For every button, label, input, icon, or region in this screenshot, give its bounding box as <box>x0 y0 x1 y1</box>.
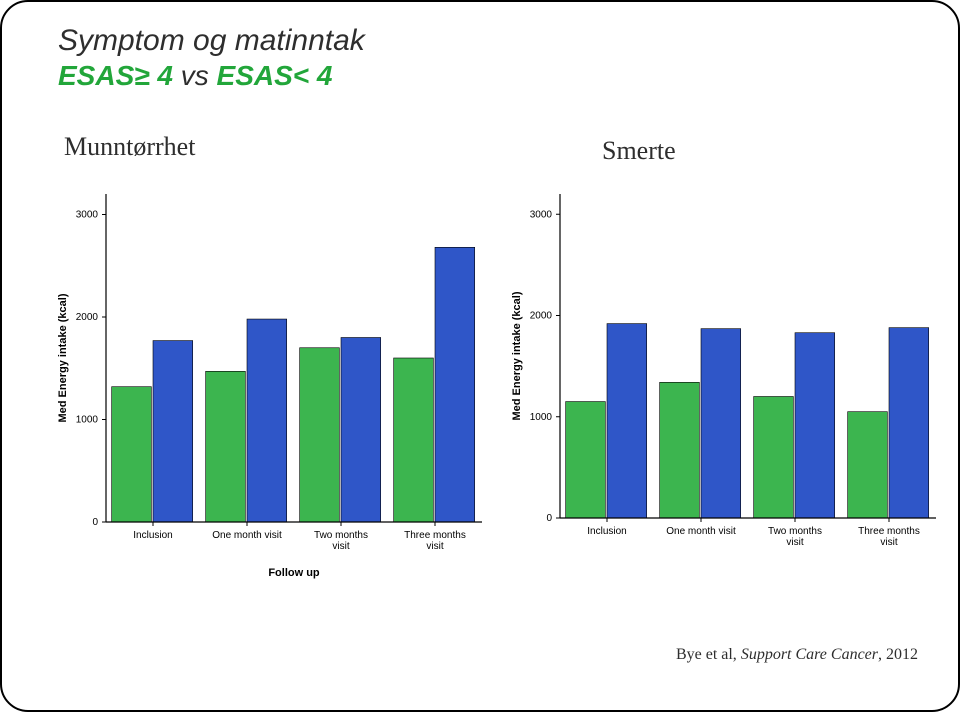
svg-text:One month visit: One month visit <box>212 530 282 541</box>
chart-right-title: Smerte <box>602 136 676 166</box>
svg-text:2000: 2000 <box>76 312 99 323</box>
svg-text:Two months: Two months <box>314 530 368 541</box>
svg-text:1000: 1000 <box>76 415 99 426</box>
svg-text:visit: visit <box>786 537 803 548</box>
chart-left: 0 1000 2000 3000 Med Energy intake (kcal) Inc… <box>50 184 490 584</box>
subtitle-vs: vs <box>181 60 209 91</box>
citation-journal: Support Care Cancer <box>741 646 878 663</box>
svg-text:2000: 2000 <box>530 311 553 322</box>
svg-text:Three months: Three months <box>858 526 920 537</box>
svg-text:visit: visit <box>880 537 897 548</box>
citation-suffix: , 2012 <box>878 646 918 663</box>
svg-text:Follow up: Follow up <box>268 567 320 579</box>
svg-text:visit: visit <box>426 541 443 552</box>
subtitle-esas-lt: ESAS< 4 <box>217 60 333 91</box>
svg-text:visit: visit <box>332 541 349 552</box>
svg-text:Two months: Two months <box>768 526 822 537</box>
svg-text:0: 0 <box>546 513 552 524</box>
svg-text:Three months: Three months <box>404 530 466 541</box>
slide-subtitle: ESAS≥ 4 vs ESAS< 4 <box>58 60 332 92</box>
chart-right: 0 1000 2000 3000 Med Energy intake (kcal) Inc… <box>504 184 944 580</box>
subtitle-esas-gte: ESAS≥ 4 <box>58 60 173 91</box>
citation: Bye et al, Support Care Cancer, 2012 <box>676 646 918 664</box>
svg-text:0: 0 <box>92 517 98 528</box>
chart-left-title: Munntørrhet <box>64 132 195 162</box>
slide-title: Symptom og matinntak <box>58 24 365 58</box>
svg-text:3000: 3000 <box>76 210 99 221</box>
svg-text:Inclusion: Inclusion <box>133 530 172 541</box>
svg-text:One month visit: One month visit <box>666 526 736 537</box>
slide-frame: Symptom og matinntak ESAS≥ 4 vs ESAS< 4 … <box>0 0 960 712</box>
svg-text:1000: 1000 <box>530 412 553 423</box>
svg-text:Inclusion: Inclusion <box>587 526 626 537</box>
svg-text:3000: 3000 <box>530 209 553 220</box>
svg-text:Med Energy intake (kcal): Med Energy intake (kcal) <box>57 293 69 422</box>
citation-prefix: Bye et al, <box>676 646 741 663</box>
svg-text:Med Energy intake (kcal): Med Energy intake (kcal) <box>511 291 523 420</box>
